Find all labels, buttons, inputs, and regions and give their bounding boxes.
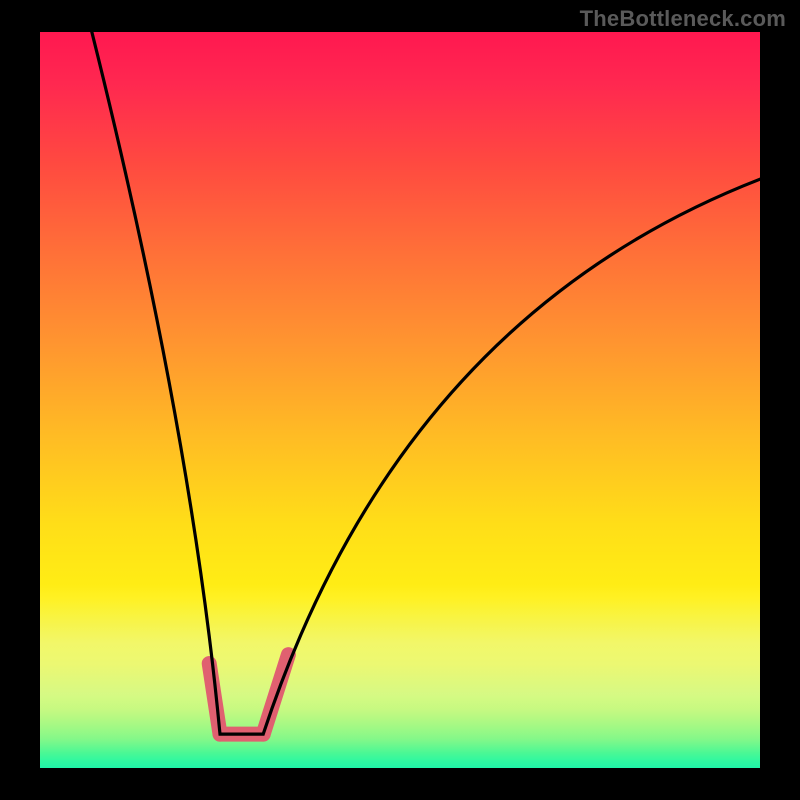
chart-stage: TheBottleneck.com xyxy=(0,0,800,800)
haze-band xyxy=(40,584,760,753)
bottleneck-chart xyxy=(0,0,800,800)
